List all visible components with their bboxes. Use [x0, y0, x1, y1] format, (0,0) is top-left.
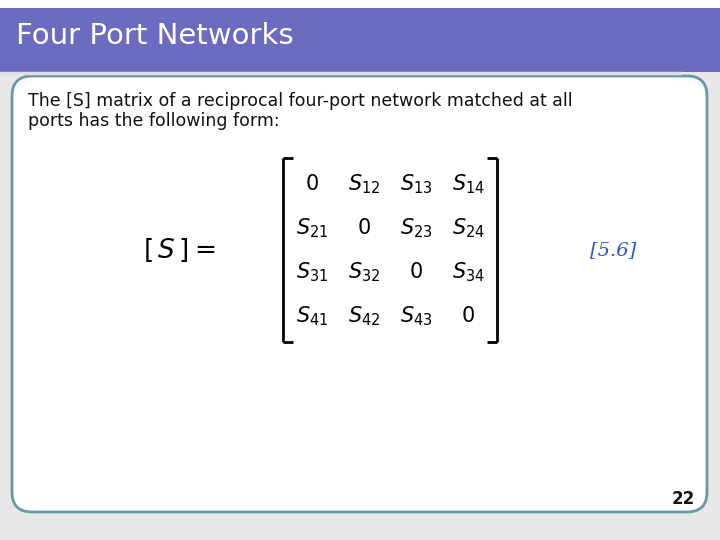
- FancyBboxPatch shape: [12, 76, 707, 512]
- Text: $S_{41}$: $S_{41}$: [296, 304, 328, 328]
- Text: The [S] matrix of a reciprocal four-port network matched at all: The [S] matrix of a reciprocal four-port…: [28, 92, 572, 110]
- Text: Four Port Networks: Four Port Networks: [16, 22, 294, 50]
- Text: $0$: $0$: [409, 262, 423, 282]
- Text: $0$: $0$: [461, 306, 475, 326]
- Text: $S_{42}$: $S_{42}$: [348, 304, 380, 328]
- Text: $S_{34}$: $S_{34}$: [451, 260, 485, 284]
- Text: $S_{13}$: $S_{13}$: [400, 172, 432, 196]
- Text: $S_{31}$: $S_{31}$: [296, 260, 328, 284]
- Text: $S_{32}$: $S_{32}$: [348, 260, 380, 284]
- Text: 22: 22: [672, 490, 695, 508]
- Text: $S_{21}$: $S_{21}$: [296, 216, 328, 240]
- Bar: [0, 0, 720, 72]
- Text: $S_{14}$: $S_{14}$: [451, 172, 485, 196]
- Text: $S_{12}$: $S_{12}$: [348, 172, 380, 196]
- Text: $\left[\,S\,\right]=$: $\left[\,S\,\right]=$: [143, 237, 215, 264]
- Text: $S_{24}$: $S_{24}$: [451, 216, 485, 240]
- Bar: [0, 0, 720, 8]
- Text: $S_{43}$: $S_{43}$: [400, 304, 432, 328]
- Text: $0$: $0$: [357, 218, 371, 238]
- Text: ports has the following form:: ports has the following form:: [28, 112, 279, 130]
- Text: $S_{23}$: $S_{23}$: [400, 216, 432, 240]
- Text: $0$: $0$: [305, 174, 319, 194]
- Text: [5.6]: [5.6]: [590, 241, 636, 259]
